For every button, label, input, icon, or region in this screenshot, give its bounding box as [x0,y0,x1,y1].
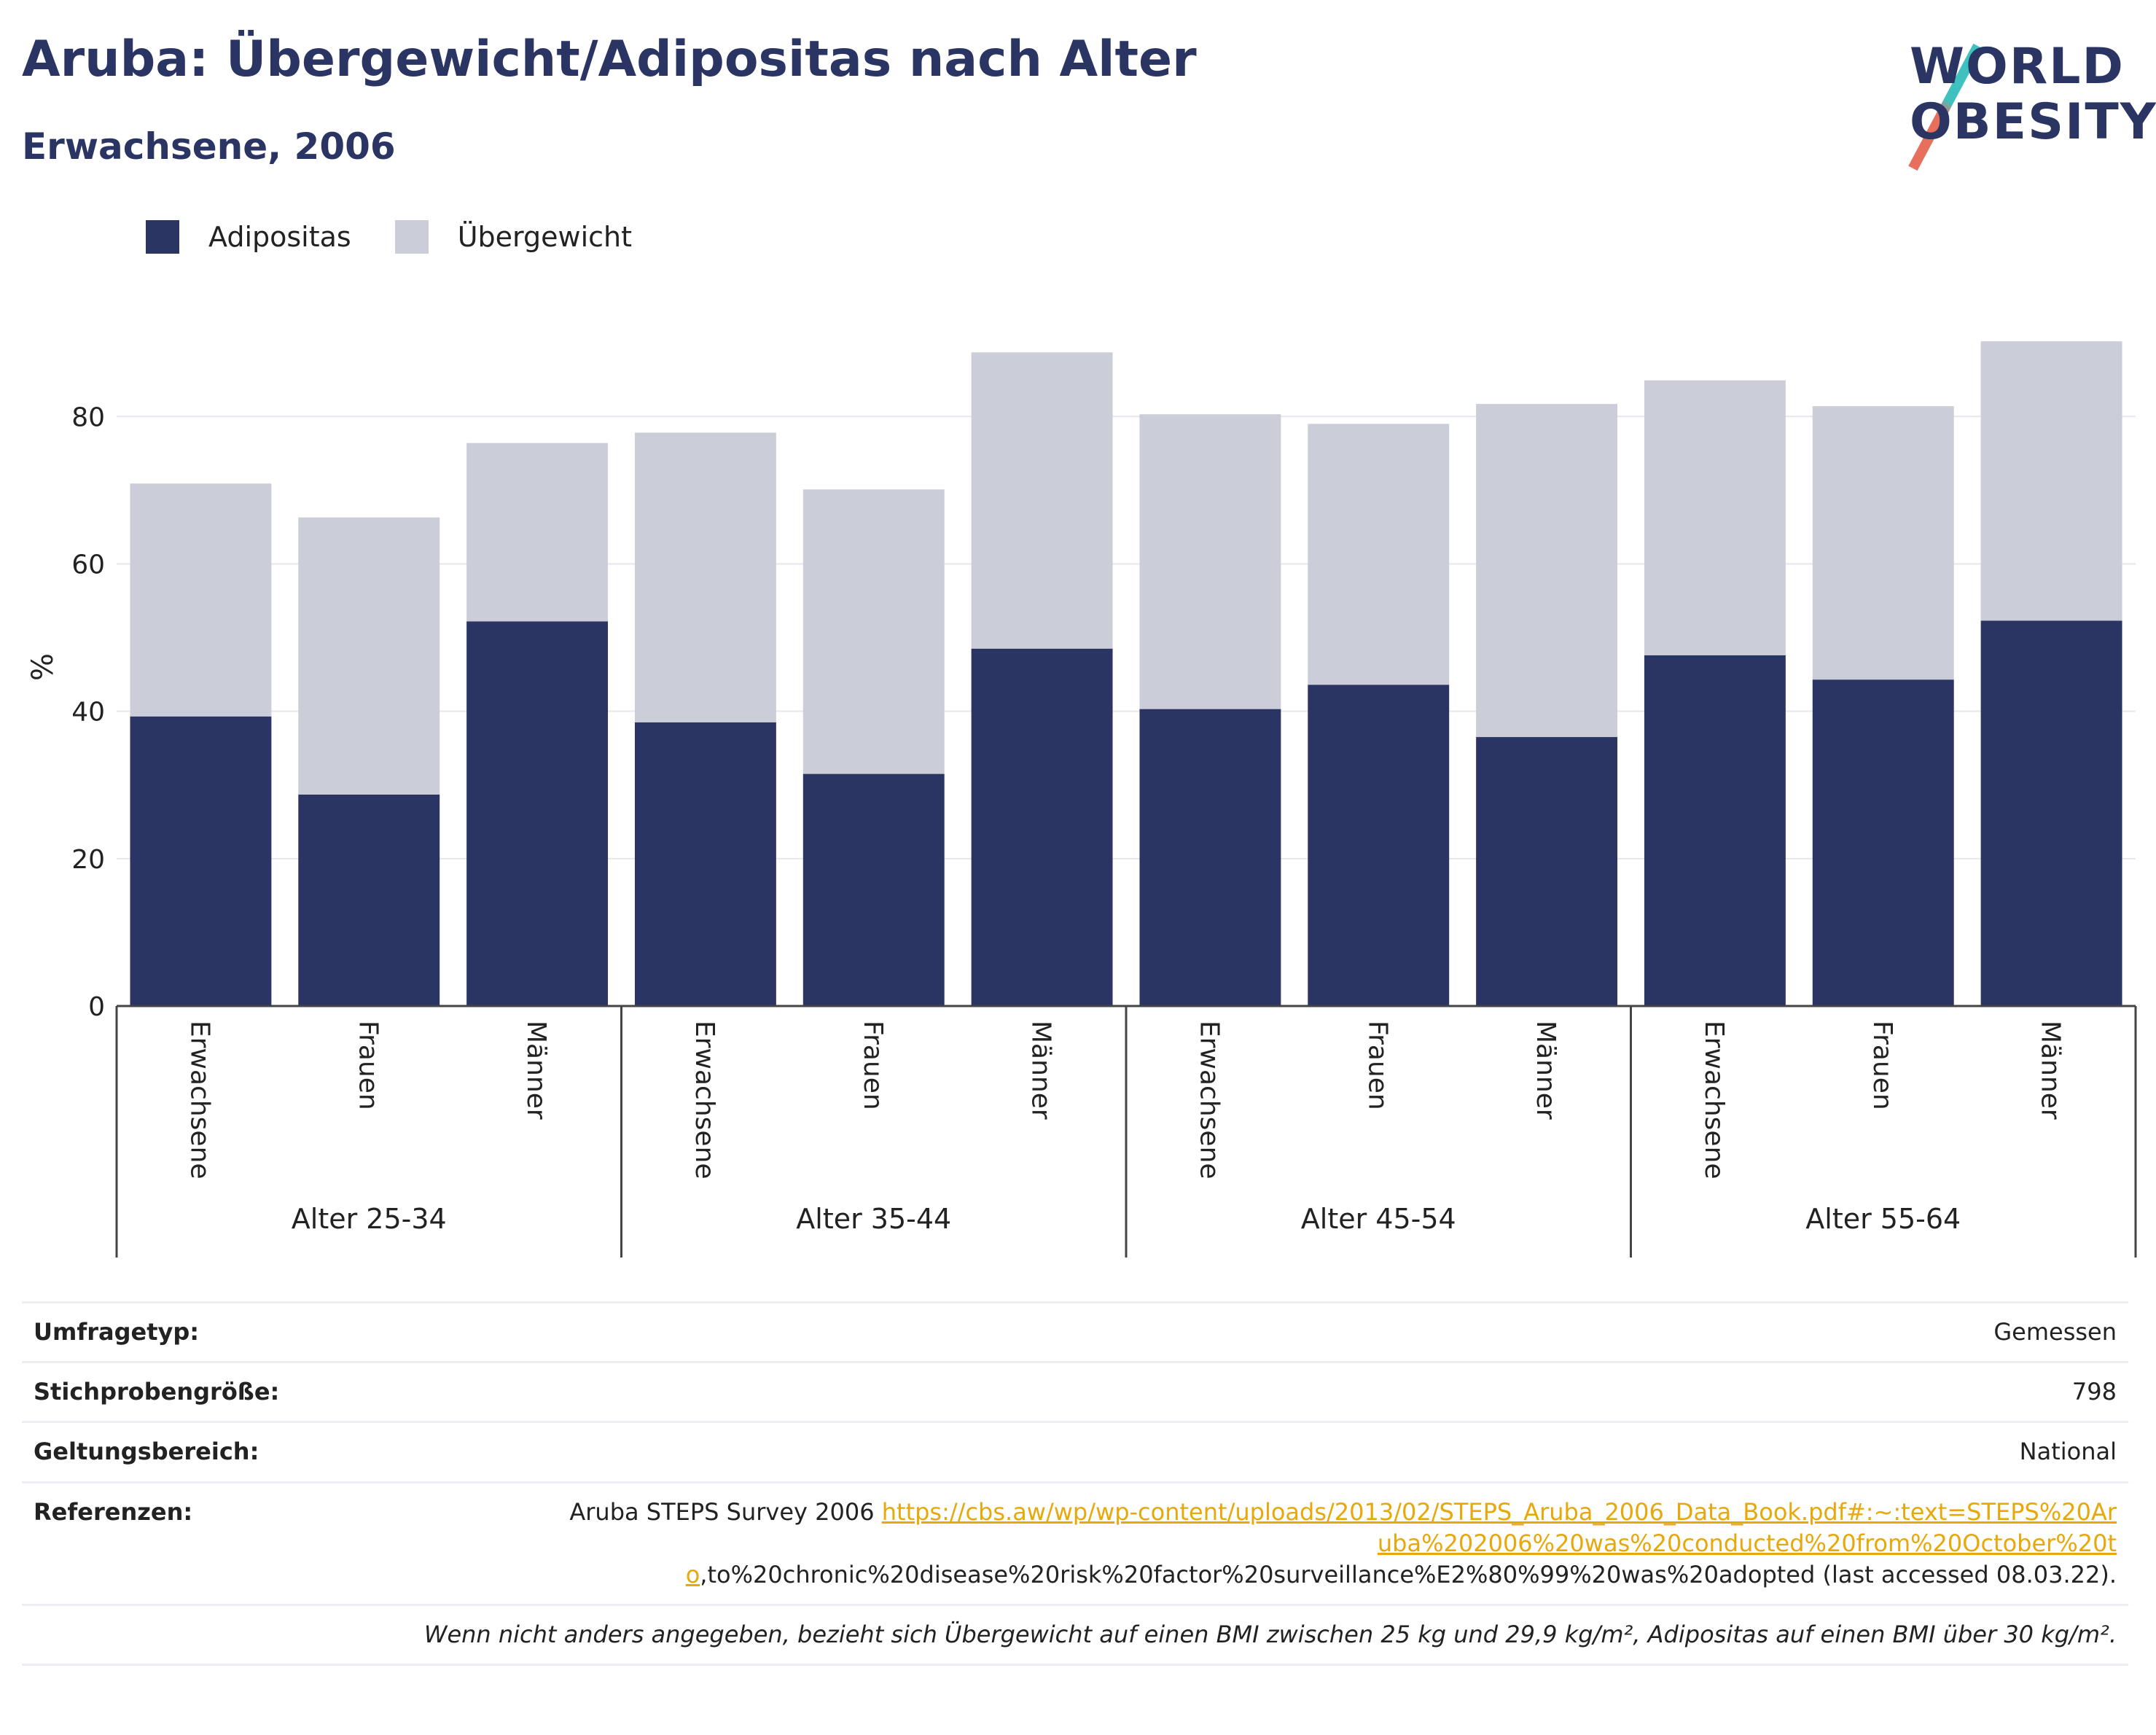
legend-label-uebergewicht: Übergewicht [457,221,632,253]
bar-bergewicht-6 [1139,414,1281,709]
x-category-label: Männer [1026,1021,1056,1120]
y-tick-label: 40 [71,698,105,728]
bar-bergewicht-3 [634,432,776,722]
bar-bergewicht-4 [802,489,945,774]
logo-line-2: OBESITY [1910,93,2156,151]
references-link[interactable]: https://cbs.aw/wp/wp-content/uploads/201… [685,1497,2117,1588]
y-tick-label: 80 [71,402,105,432]
info-row-survey-type: Umfragetyp: Gemessen [22,1301,2128,1362]
logo-line-1: WORLD [1910,38,2125,95]
stacked-bar-chart: 0 20 40 60 80% Erwachsene Frauen Männer Erwachse… [26,341,2137,1258]
bmi-note: Wenn nicht anders angegeben, bezieht sic… [22,1604,2128,1666]
references-label: Referenzen: [22,1481,555,1605]
bar-adipositas-10 [1812,679,1954,1006]
x-category-label: Erwachsene [690,1021,719,1180]
world-obesity-logo: WORLD OBESITY [1895,36,2156,171]
survey-info-table: Umfragetyp: Gemessen Stichprobengröße: 7… [22,1301,2128,1666]
bar-adipositas-0 [130,716,272,1006]
x-category-label: Erwachsene [184,1021,214,1180]
sample-size-value: 798 [555,1361,2128,1422]
x-category-label: Frauen [1867,1021,1897,1110]
bar-adipositas-2 [466,621,609,1006]
y-tick-label: 0 [88,992,105,1022]
references-prefix: Aruba STEPS Survey 2006 [569,1497,882,1526]
bar-bergewicht-5 [971,352,1113,649]
scope-label: Geltungsbereich: [22,1421,555,1483]
bar-adipositas-4 [802,773,945,1006]
y-axis-label: % [26,653,60,681]
bar-adipositas-7 [1308,685,1450,1006]
y-tick-label: 60 [71,550,105,580]
bar-bergewicht-10 [1812,406,1954,680]
references-suffix: ,to%20chronic%20disease%20risk%20factor%… [700,1560,2117,1588]
bar-bergewicht-2 [466,442,609,622]
chart-legend: Adipositas Übergewicht [146,219,676,255]
bar-bergewicht-0 [130,483,272,717]
x-category-label: Männer [1531,1021,1561,1120]
info-row-sample-size: Stichprobengröße: 798 [22,1361,2128,1422]
x-group-label: Alter 55-64 [1805,1203,1961,1235]
sample-size-label: Stichprobengröße: [22,1361,555,1422]
x-group-label: Alter 35-44 [796,1203,951,1235]
bar-adipositas-3 [634,722,776,1006]
legend-swatch-adipositas [146,220,179,254]
bar-adipositas-5 [971,648,1113,1006]
info-row-scope: Geltungsbereich: National [22,1421,2128,1483]
legend-swatch-uebergewicht [394,220,429,254]
y-tick-label: 20 [71,845,105,875]
legend-item-adipositas[interactable]: Adipositas [146,220,351,254]
info-row-note: Wenn nicht anders angegeben, bezieht sic… [22,1604,2128,1666]
bar-adipositas-9 [1644,655,1786,1006]
bar-bergewicht-8 [1476,404,1618,738]
x-group-label: Alter 25-34 [292,1203,447,1235]
bar-adipositas-1 [298,794,440,1006]
survey-type-value: Gemessen [555,1301,2128,1362]
survey-type-label: Umfragetyp: [22,1301,555,1362]
x-category-label: Frauen [353,1021,383,1110]
legend-item-uebergewicht[interactable]: Übergewicht [394,220,632,254]
info-row-references: Referenzen: Aruba STEPS Survey 2006 http… [22,1481,2128,1605]
bar-bergewicht-9 [1644,380,1786,655]
references-value: Aruba STEPS Survey 2006 https://cbs.aw/w… [555,1481,2128,1605]
bar-bergewicht-11 [1980,341,2122,621]
bar-adipositas-6 [1139,709,1281,1006]
bar-adipositas-8 [1476,737,1618,1006]
x-category-label: Frauen [1362,1021,1392,1110]
scope-value: National [555,1421,2128,1483]
page-subtitle: Erwachsene, 2006 [22,125,396,168]
x-category-label: Männer [2036,1021,2066,1120]
x-group-label: Alter 45-54 [1301,1203,1456,1235]
bar-adipositas-11 [1980,620,2122,1006]
legend-label-adipositas: Adipositas [208,221,351,253]
x-category-label: Frauen [858,1021,888,1110]
bar-bergewicht-7 [1308,424,1450,685]
x-category-label: Erwachsene [1699,1021,1729,1180]
page-title: Aruba: Übergewicht/Adipositas nach Alter [22,31,1197,88]
x-category-label: Männer [521,1021,551,1120]
bar-bergewicht-1 [298,517,440,795]
x-category-label: Erwachsene [1194,1021,1224,1180]
